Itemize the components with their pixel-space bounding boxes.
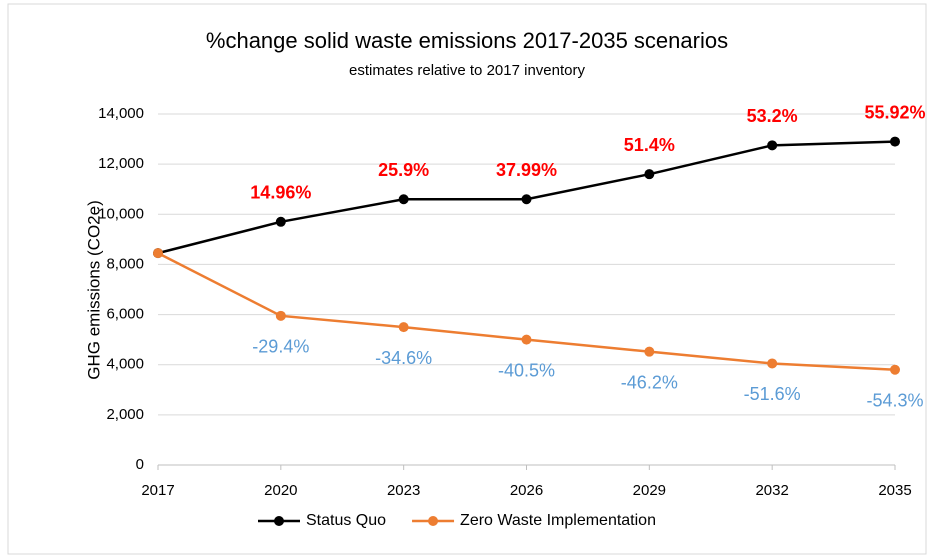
y-tick-label: 12,000 — [98, 155, 144, 172]
x-tick-label: 2020 — [264, 482, 297, 499]
annotation: 51.4% — [624, 135, 675, 155]
y-tick-label: 2,000 — [106, 406, 144, 423]
annotation: -34.6% — [375, 348, 432, 368]
data-point — [275, 310, 286, 321]
annotation: 25.9% — [378, 160, 429, 180]
y-tick-label: 6,000 — [106, 306, 144, 323]
annotation: -54.3% — [866, 390, 923, 410]
x-tick-label: 2035 — [878, 482, 911, 499]
legend-marker — [274, 516, 284, 526]
legend-label: Status Quo — [306, 512, 386, 529]
annotation: 55.92% — [864, 102, 925, 122]
data-point — [767, 140, 778, 151]
x-tick-label: 2026 — [510, 482, 543, 499]
y-tick-label: 4,000 — [106, 356, 144, 373]
annotation: 14.96% — [250, 183, 311, 203]
legend-marker — [428, 516, 439, 526]
annotation: 37.99% — [496, 160, 557, 180]
data-point — [275, 216, 286, 227]
legend-label: Zero Waste Implementation — [460, 512, 656, 529]
chart-border — [7, 3, 927, 555]
y-tick-label: 10,000 — [98, 205, 144, 222]
data-point — [398, 322, 409, 333]
y-axis-label: GHG emissions (CO2e) — [84, 200, 103, 379]
annotation: -40.5% — [498, 360, 555, 380]
annotation: 53.2% — [747, 106, 798, 126]
annotation: -51.6% — [744, 384, 801, 404]
y-tick-label: 0 — [136, 456, 144, 473]
data-point — [890, 136, 900, 147]
data-point — [521, 334, 532, 345]
annotation: -46.2% — [621, 372, 678, 392]
annotation: -29.4% — [252, 337, 309, 357]
data-point — [890, 364, 900, 375]
x-tick-label: 2029 — [633, 482, 666, 499]
x-tick-label: 2023 — [387, 482, 420, 499]
y-tick-label: 8,000 — [106, 255, 144, 272]
data-point — [644, 169, 655, 180]
data-point — [153, 248, 163, 259]
data-point — [644, 346, 655, 357]
data-point — [521, 194, 532, 205]
x-tick-label: 2032 — [755, 482, 788, 499]
data-point — [767, 358, 778, 369]
data-point — [398, 194, 409, 205]
x-tick-label: 2017 — [141, 482, 174, 499]
chart-title: %change solid waste emissions 2017-2035 … — [206, 28, 728, 53]
chart-subtitle: estimates relative to 2017 inventory — [349, 62, 585, 79]
y-tick-label: 14,000 — [98, 105, 144, 122]
